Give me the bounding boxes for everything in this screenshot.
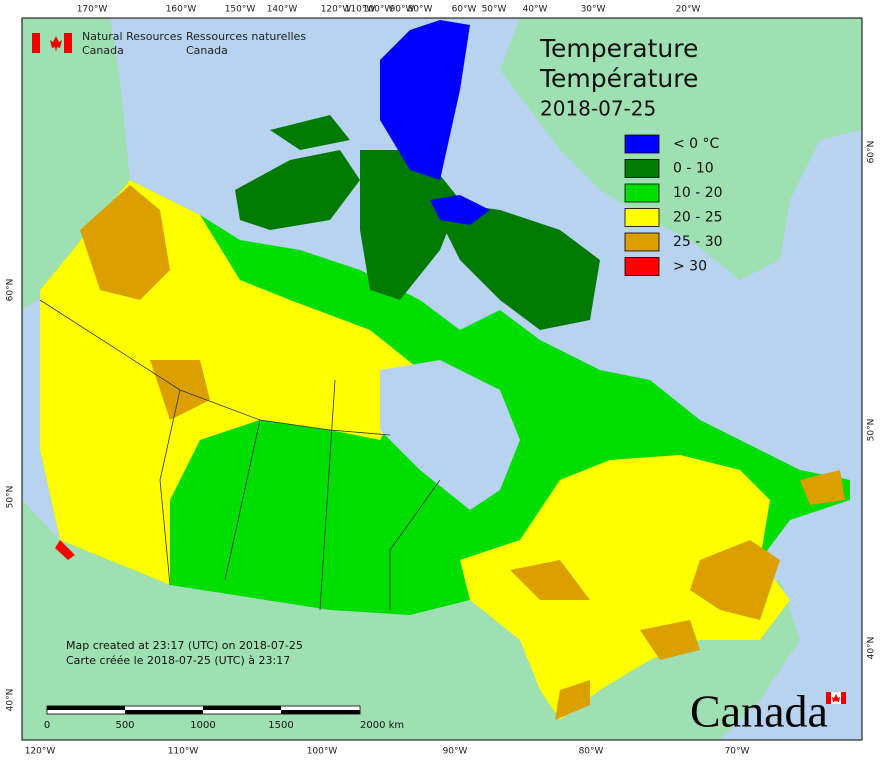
top-graticule-label: 20°W xyxy=(676,5,701,15)
legend-label: 0 - 10 xyxy=(673,161,714,177)
region-25-30-f xyxy=(555,680,590,720)
title-en: Temperature xyxy=(539,34,698,63)
top-graticule-label: 100°W xyxy=(363,5,394,15)
flag-bar xyxy=(841,692,846,704)
legend-label: > 30 xyxy=(673,259,707,275)
agency-en: Natural Resources xyxy=(82,30,183,43)
flag-bar xyxy=(826,692,831,704)
agency-en-2: Canada xyxy=(82,44,124,57)
title-date: 2018-07-25 xyxy=(540,97,656,121)
legend-swatch xyxy=(624,208,660,227)
region-25-30-e xyxy=(640,620,700,660)
top-graticule-label: 160°W xyxy=(166,5,197,15)
top-graticule-label: 150°W xyxy=(225,5,256,15)
top-graticule-label: 30°W xyxy=(581,5,606,15)
top-graticule-label: 120°W xyxy=(321,5,352,15)
signature: Natural Resources Canada Ressources natu… xyxy=(32,30,306,57)
left-graticule-label: 60°N xyxy=(6,279,16,302)
baffin-ice xyxy=(430,195,490,225)
scale-segment xyxy=(281,710,360,714)
alaska xyxy=(22,18,130,310)
legend-swatch xyxy=(624,183,660,203)
maple-leaf xyxy=(832,694,840,702)
right-graticule-label: 50°N xyxy=(867,419,877,442)
region-25-30-g xyxy=(800,470,845,505)
scale-label: 0 xyxy=(44,720,50,731)
top-graticule-label: 60°W xyxy=(452,5,477,15)
agency-fr: Ressources naturelles xyxy=(186,30,306,43)
boundary-line xyxy=(389,479,441,610)
region-25-30-a xyxy=(80,185,170,300)
bottom-graticule-label: 110°W xyxy=(168,747,199,757)
legend-label: 25 - 30 xyxy=(673,234,723,250)
legend-label: 10 - 20 xyxy=(673,185,723,201)
scale-segment xyxy=(203,706,281,710)
top-graticule-label: 140°W xyxy=(267,5,298,15)
top-graticule-label: 80°W xyxy=(408,5,433,15)
right-graticule-label: 60°N xyxy=(867,141,877,164)
scale-label: 1000 xyxy=(190,720,215,731)
arctic-island-1 xyxy=(235,150,360,230)
region-25-30-d xyxy=(690,540,780,620)
left-graticule-label: 50°N xyxy=(6,486,16,509)
top-graticule-label: 40°W xyxy=(523,5,548,15)
bottom-graticule-label: 70°W xyxy=(725,747,750,757)
scale-label: 500 xyxy=(115,720,134,731)
ellesmere-island xyxy=(380,20,470,180)
right-graticule-label: 40°N xyxy=(867,637,877,660)
credit-fr: Carte créée le 2018-07-25 (UTC) à 23:17 xyxy=(66,654,290,667)
top-graticule-label: 110°W xyxy=(345,5,376,15)
baffin-island xyxy=(430,200,600,330)
scale-label: 2000 km xyxy=(360,720,404,731)
boundary-line xyxy=(224,419,261,581)
region-20-25-east xyxy=(460,455,790,720)
boundary-line xyxy=(319,379,336,611)
top-graticule-label: 170°W xyxy=(77,5,108,15)
scale-segment xyxy=(125,710,203,714)
legend-swatch xyxy=(624,159,660,178)
bottom-graticule-label: 90°W xyxy=(443,747,468,757)
wordmark: Canada xyxy=(690,686,828,737)
arctic-island-3 xyxy=(360,150,460,300)
scale-segment xyxy=(47,706,125,710)
legend-label: < 0 °C xyxy=(673,136,720,152)
top-graticule-label: 50°W xyxy=(482,5,507,15)
region-25-30-c xyxy=(510,560,590,600)
bottom-graticule-label: 80°W xyxy=(579,747,604,757)
legend-swatch xyxy=(624,257,660,276)
canada-wordmark: Canada xyxy=(690,686,847,737)
greenland xyxy=(500,18,862,280)
map-frame xyxy=(21,17,863,741)
flag-bar xyxy=(32,33,40,53)
map-body xyxy=(21,17,863,741)
agency-fr-2: Canada xyxy=(186,44,228,57)
hudson-bay xyxy=(380,360,520,510)
top-graticule-label: 90°W xyxy=(390,5,415,15)
legend-label: 20 - 25 xyxy=(673,210,723,226)
scale-bar: 0 500 1000 1500 2000 km xyxy=(44,705,404,731)
region-over-30 xyxy=(55,540,75,560)
bottom-graticule-label: 120°W xyxy=(25,747,56,757)
boundary-line xyxy=(159,389,181,586)
legend: < 0 °C 0 - 10 10 - 20 20 - 25 25 - 30 > 30 xyxy=(624,134,723,276)
bottom-graticule-label: 100°W xyxy=(307,747,338,757)
scale-label: 1500 xyxy=(268,720,293,731)
maple-leaf xyxy=(50,36,62,52)
flag-bar xyxy=(64,33,72,53)
boundaries xyxy=(39,299,441,611)
legend-swatch xyxy=(624,134,660,154)
title-fr: Température xyxy=(539,64,698,93)
arctic-island-2 xyxy=(270,115,350,150)
legend-swatch xyxy=(624,232,660,252)
left-graticule-label: 40°N xyxy=(6,689,16,712)
credit-en: Map created at 23:17 (UTC) on 2018-07-25 xyxy=(66,639,303,652)
